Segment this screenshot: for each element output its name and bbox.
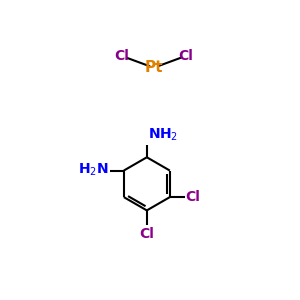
Text: NH$_2$: NH$_2$ [148, 127, 178, 143]
Text: Cl: Cl [185, 190, 200, 204]
Text: Cl: Cl [179, 49, 194, 63]
Text: H$_2$N: H$_2$N [78, 161, 109, 178]
Text: Cl: Cl [140, 226, 154, 241]
Text: Pt: Pt [145, 60, 163, 75]
Text: Cl: Cl [114, 49, 129, 63]
